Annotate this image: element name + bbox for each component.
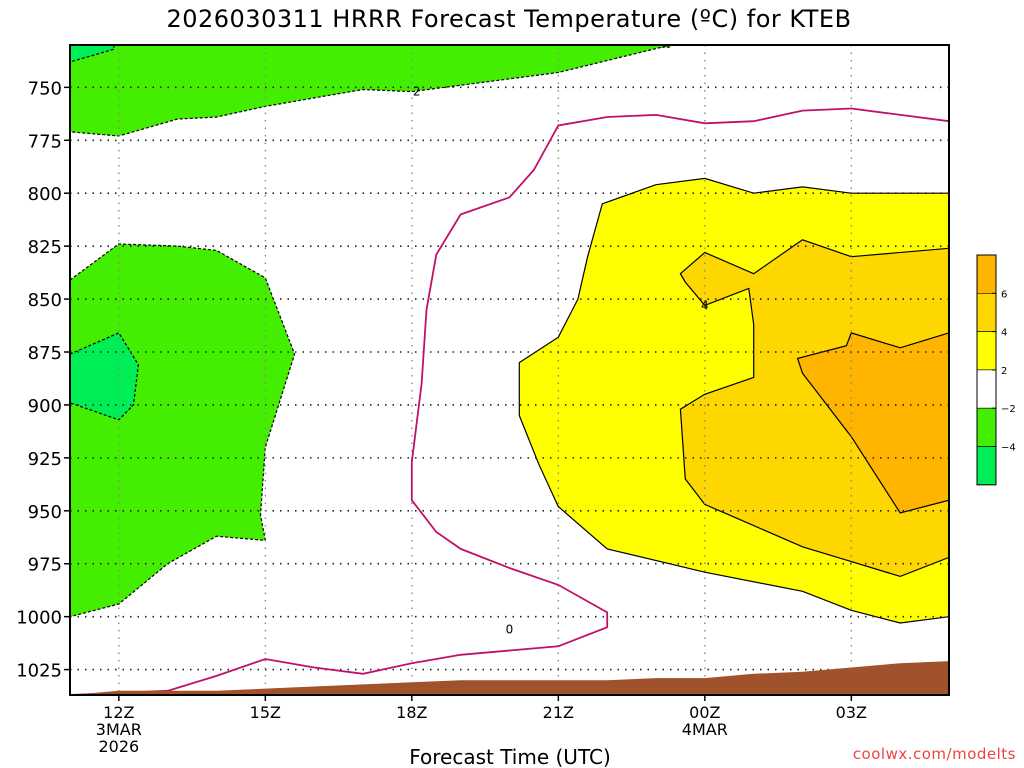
y-tick-label: 925 xyxy=(28,449,62,470)
cold-region-upper-core xyxy=(70,45,115,75)
watermark-text: coolwx.com/modelts xyxy=(853,745,1016,763)
warm-region-6to8 xyxy=(796,332,949,514)
x-tick-label: 21Z xyxy=(543,703,574,722)
colorbar: 6 4 2 −2 −4 xyxy=(976,254,1016,486)
x-tick-label: 00Z xyxy=(689,703,720,722)
y-tick-label: 900 xyxy=(28,396,62,417)
x-tick-label: 4MAR xyxy=(682,720,728,739)
plot-frame xyxy=(69,44,950,696)
y-tick-label: 875 xyxy=(28,343,62,364)
y-tick-label: 1025 xyxy=(16,661,62,682)
x-tick-label: 03Z xyxy=(836,703,867,722)
contour-label: 2 xyxy=(413,85,421,99)
y-axis: 750 775 800 825 850 875 900 925 950 975 1000 1025 xyxy=(16,78,70,682)
contour-label: 0 xyxy=(506,622,514,636)
x-tick-label: 2026 xyxy=(98,737,139,756)
chart-title: 2026030311 HRRR Forecast Temperature (ºC… xyxy=(166,5,851,33)
colorbar-segment xyxy=(976,254,997,294)
y-tick-label: 825 xyxy=(28,237,62,258)
y-tick-label: 1000 xyxy=(16,608,62,629)
contour-label: 4 xyxy=(701,298,709,312)
colorbar-label: 4 xyxy=(1001,328,1007,339)
x-tick-label: 12Z xyxy=(103,703,134,722)
cold-region-lower xyxy=(70,243,296,618)
x-tick-label: 3MAR xyxy=(96,720,142,739)
colorbar-label: 2 xyxy=(1001,366,1007,377)
plot-area: 2 4 0 xyxy=(70,45,949,695)
x-tick-label: 15Z xyxy=(250,703,281,722)
zero-degree-contour xyxy=(70,107,949,695)
colorbar-segment xyxy=(976,292,997,332)
x-tick-label: 18Z xyxy=(396,703,427,722)
cold-region-lower-core xyxy=(70,332,140,421)
colorbar-label: −2 xyxy=(1001,404,1016,415)
colorbar-segment xyxy=(976,331,997,371)
colorbar-segment xyxy=(976,446,997,486)
colorbar-segment xyxy=(976,369,997,409)
y-tick-label: 975 xyxy=(28,555,62,576)
colorbar-label: 6 xyxy=(1001,289,1007,300)
colorbar-label: −4 xyxy=(1001,443,1016,454)
y-tick-label: 850 xyxy=(28,290,62,311)
y-tick-label: 950 xyxy=(28,502,62,523)
y-tick-label: 775 xyxy=(28,131,62,152)
y-tick-label: 750 xyxy=(28,78,62,99)
y-tick-label: 800 xyxy=(28,184,62,205)
colorbar-segment xyxy=(976,407,997,447)
ground-surface xyxy=(70,661,949,695)
warm-region-4to6 xyxy=(679,239,949,578)
x-axis-label: Forecast Time (UTC) xyxy=(409,745,611,768)
